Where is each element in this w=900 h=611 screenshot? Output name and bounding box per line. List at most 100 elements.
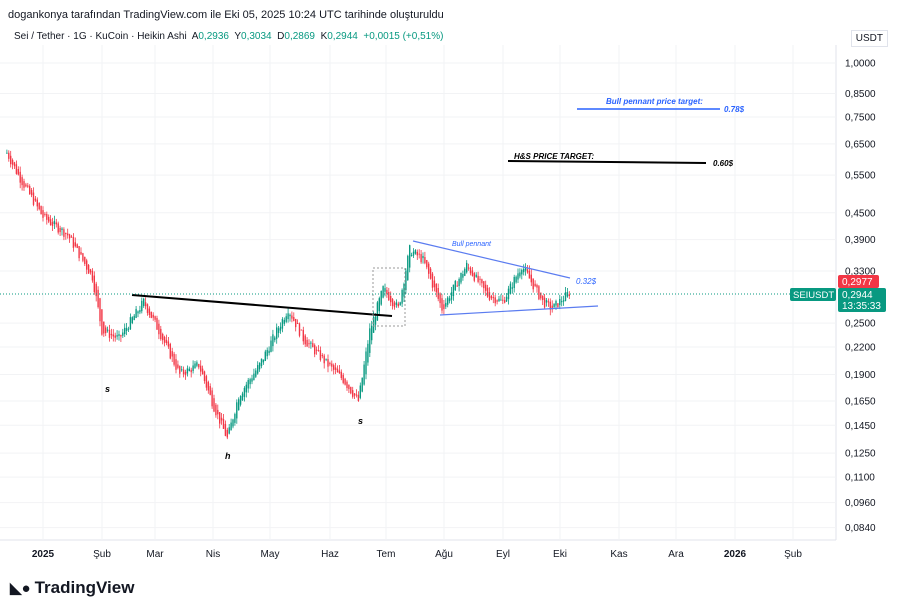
candle-body bbox=[521, 269, 523, 275]
candle-body bbox=[340, 371, 342, 379]
chart-credit: dogankonya tarafından TradingView.com il… bbox=[8, 9, 444, 21]
candle-body bbox=[393, 302, 396, 308]
open-value: 0,2936 bbox=[198, 31, 229, 42]
candle-body bbox=[184, 371, 187, 376]
candle-body bbox=[84, 256, 86, 264]
candle-body bbox=[519, 272, 521, 277]
price-tick: 0,3900 bbox=[845, 235, 876, 246]
candle-body bbox=[232, 419, 234, 427]
candle-body bbox=[163, 337, 166, 343]
candle-body bbox=[378, 298, 380, 312]
candle-body bbox=[505, 296, 508, 302]
candle-body bbox=[15, 164, 18, 174]
candle-body bbox=[363, 364, 365, 385]
candle-body bbox=[38, 202, 40, 210]
candle-body bbox=[72, 237, 75, 248]
candle-body bbox=[471, 270, 474, 276]
candle-body bbox=[509, 283, 512, 294]
candle-body bbox=[76, 244, 78, 248]
candle-body bbox=[228, 427, 230, 434]
candle-body bbox=[481, 279, 483, 284]
time-tick: Eki bbox=[553, 549, 567, 560]
candle-body bbox=[319, 350, 322, 360]
candle-body bbox=[279, 326, 282, 331]
candle-body bbox=[177, 364, 179, 368]
price-tick: 0,5500 bbox=[845, 171, 876, 182]
pennant-upper-line[interactable] bbox=[412, 240, 571, 279]
candle-body bbox=[255, 370, 257, 377]
candle-body bbox=[435, 283, 437, 293]
candle-body bbox=[382, 286, 384, 298]
pennant-lower-line[interactable] bbox=[439, 305, 599, 316]
candle-body bbox=[141, 300, 143, 312]
candle-body bbox=[78, 246, 80, 259]
candle-body bbox=[82, 253, 84, 261]
candle-body bbox=[467, 267, 470, 269]
candle-body bbox=[295, 318, 297, 328]
candle-body bbox=[245, 384, 247, 393]
candle-body bbox=[473, 273, 475, 281]
candle-body bbox=[369, 328, 371, 353]
candle-body bbox=[460, 272, 462, 283]
tradingview-logo[interactable]: ◣● TradingView bbox=[10, 578, 134, 598]
time-tick: 2025 bbox=[32, 549, 55, 560]
neckline[interactable] bbox=[131, 294, 393, 317]
candle-body bbox=[8, 152, 10, 159]
candle-body bbox=[302, 329, 304, 342]
candle-body bbox=[200, 365, 202, 372]
candle-body bbox=[211, 390, 213, 407]
candle-body bbox=[87, 264, 90, 274]
candle-body bbox=[450, 292, 453, 300]
candle-body bbox=[338, 370, 341, 374]
candle-body bbox=[466, 262, 468, 273]
candle-body bbox=[359, 385, 361, 398]
candle-body bbox=[32, 192, 35, 205]
candle-body bbox=[125, 327, 128, 331]
time-tick: Eyl bbox=[496, 549, 510, 560]
candle-body bbox=[63, 229, 65, 237]
time-tick: Ara bbox=[668, 549, 684, 560]
candle-body bbox=[403, 283, 405, 297]
candle-body bbox=[391, 299, 394, 306]
candle-body bbox=[44, 213, 46, 215]
candle-body bbox=[99, 298, 101, 322]
candle-body bbox=[386, 289, 388, 295]
candle-body bbox=[304, 335, 306, 345]
candle-body bbox=[530, 274, 532, 283]
candle-body bbox=[325, 358, 327, 360]
candle-body bbox=[277, 328, 280, 334]
candle-body bbox=[27, 185, 29, 187]
low-label: D bbox=[277, 31, 285, 42]
candle-body bbox=[513, 276, 515, 289]
bar-countdown: 13:35:33 bbox=[842, 301, 881, 312]
currency-label[interactable]: USDT bbox=[850, 30, 888, 47]
candle-body bbox=[182, 369, 185, 375]
time-tick: Ağu bbox=[435, 549, 453, 560]
symbol-title[interactable]: Sei / Tether · 1G · KuCoin · Heikin Ashi bbox=[14, 31, 187, 42]
candle-body bbox=[101, 309, 103, 335]
candle-body bbox=[334, 367, 337, 370]
candle-body bbox=[103, 321, 105, 334]
candle-body bbox=[443, 304, 445, 310]
candle-body bbox=[6, 152, 8, 154]
logo-text: TradingView bbox=[34, 578, 135, 597]
candle-body bbox=[469, 267, 472, 274]
candle-body bbox=[418, 253, 420, 255]
bull-target-value: 0.78$ bbox=[724, 105, 745, 114]
candle-body bbox=[439, 293, 441, 304]
time-tick: Haz bbox=[321, 549, 339, 560]
candle-body bbox=[21, 177, 23, 186]
price-tick: 0,6500 bbox=[845, 139, 876, 150]
candle-body bbox=[479, 278, 481, 280]
candle-body bbox=[543, 297, 546, 308]
candle-body bbox=[561, 301, 563, 303]
candle-body bbox=[542, 295, 544, 300]
symbol-tag-label: SEIUSDT bbox=[793, 290, 834, 301]
hs-target-line[interactable] bbox=[507, 160, 707, 164]
candle-body bbox=[42, 210, 44, 218]
tv-logo-icon: ◣● bbox=[10, 580, 31, 597]
measure-box[interactable] bbox=[372, 267, 406, 327]
candle-body bbox=[270, 340, 272, 352]
candle-body bbox=[169, 343, 171, 359]
